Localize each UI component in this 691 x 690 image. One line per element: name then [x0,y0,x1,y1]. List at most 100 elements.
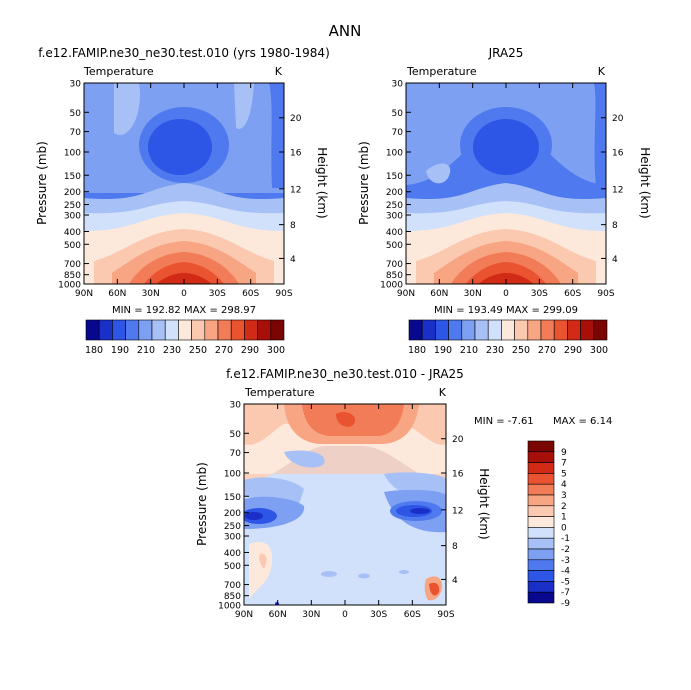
panel-diff-min: MIN = -7.61 [474,416,534,427]
latitude-tick-label: 90S [597,289,614,299]
latitude-tick-label: 60S [564,289,581,299]
height-tick-label: 16 [612,149,624,159]
colorbar-swatch [527,319,542,341]
panel-model-title: f.e12.FAMIP.ne30_ne30.test.010 (yrs 1980… [38,46,330,60]
pressure-tick-label: 300 [224,532,241,542]
panel-model-xaxis: 90N 60N 30N 0 30S 60S 90S [75,83,293,299]
colorbar-label: 250 [512,345,530,356]
colorbar-label: 190 [434,345,452,356]
colorbar-label: -5 [561,577,570,587]
pressure-tick-label: 100 [64,149,81,159]
colorbar-swatch [527,537,555,550]
latitude-tick-label: 90N [75,289,93,299]
pressure-tick-label: 700 [64,260,81,270]
height-tick-label: 16 [452,470,464,480]
pressure-tick-label: 250 [386,201,403,211]
colorbar-swatch [527,462,555,474]
latitude-tick-label: 30S [209,289,226,299]
pressure-tick-label: 850 [386,271,403,281]
panel-obs-y2label: Height (km) [638,147,652,218]
colorbar-label: -1 [561,534,570,544]
height-tick-label: 12 [452,506,463,516]
colorbar-swatch [270,319,285,341]
panel-diff-units: K [439,386,447,399]
colorbar-swatch [527,548,555,561]
colorbar-label: -9 [561,599,570,609]
colorbar-swatch [527,581,555,593]
colorbar-swatch [125,319,140,341]
panel-obs-xaxis: 90N 60N 30N 0 30S 60S 90S [397,83,615,299]
pressure-tick-label: 150 [386,172,403,182]
panel-diff: f.e12.FAMIP.ne30_ne30.test.010 - JRA25 T… [195,367,612,620]
panel-diff-max: MAX = 6.14 [553,416,612,427]
colorbar-swatch [98,319,113,341]
pressure-tick-label: 500 [386,241,403,251]
pressure-tick-label: 200 [386,188,403,198]
colorbar-label: 230 [163,345,181,356]
colorbar-swatch [527,494,555,507]
colorbar-label: 3 [561,491,567,501]
latitude-tick-label: 0 [503,289,509,299]
latitude-tick-label: 30S [370,610,387,620]
panel-model-colorbar: 180 190 210 230 250 270 290 300 [85,319,285,356]
colorbar-label: 190 [111,345,129,356]
panel-diff-y2label: Height (km) [477,468,491,539]
colorbar-swatch [151,319,166,341]
colorbar-label: 210 [137,345,155,356]
height-tick-label: 12 [612,185,623,195]
colorbar-swatch [527,559,555,571]
pressure-tick-label: 850 [64,271,81,281]
panel-obs-subtitle: Temperature [406,65,477,78]
colorbar-swatch [527,516,555,528]
pressure-tick-label: 400 [64,228,81,238]
colorbar-swatch [474,319,489,341]
colorbar-label: 300 [267,345,285,356]
panel-obs-y2axis: 20 16 12 8 4 [601,114,624,265]
panel-model-subtitle: Temperature [83,65,154,78]
pressure-tick-label: 500 [224,562,241,572]
colorbar-label: 290 [241,345,259,356]
height-tick-label: 20 [612,114,624,124]
colorbar-swatch [435,319,449,341]
colorbar-swatch [514,319,529,341]
panel-model-units: K [275,65,283,78]
latitude-tick-label: 30N [142,289,160,299]
panel-model-stats: MIN = 192.82 MAX = 298.97 [112,305,256,316]
latitude-tick-label: 30N [302,610,320,620]
pressure-tick-label: 1000 [380,281,403,291]
height-tick-label: 20 [452,435,464,445]
height-tick-label: 8 [452,542,458,552]
colorbar-label: 180 [408,345,426,356]
latitude-tick-label: 60S [404,610,421,620]
colorbar-swatch [217,319,232,341]
colorbar-swatch [527,440,555,453]
pressure-tick-label: 100 [224,470,241,480]
height-tick-label: 8 [290,221,296,231]
colorbar-swatch [138,319,153,341]
colorbar-swatch [421,319,436,341]
panel-diff-title: f.e12.FAMIP.ne30_ne30.test.010 - JRA25 [226,367,464,381]
colorbar-swatch [527,570,555,582]
latitude-tick-label: 60N [108,289,126,299]
colorbar-swatch [164,319,179,341]
panel-obs: JRA25 Temperature K 30 50 70 100 150 20 [357,46,652,356]
pressure-tick-label: 300 [64,211,81,221]
height-tick-label: 4 [290,255,296,265]
pressure-tick-label: 150 [64,172,81,182]
colorbar-swatch [540,319,555,341]
colorbar-swatch [580,319,595,341]
colorbar-swatch [85,319,100,341]
pressure-tick-label: 700 [386,260,403,270]
pressure-tick-label: 50 [392,109,404,119]
colorbar-swatch [448,319,463,341]
colorbar-label: 4 [561,480,567,490]
height-tick-label: 16 [290,149,302,159]
pressure-tick-label: 70 [70,128,82,138]
latitude-tick-label: 90S [437,610,454,620]
pressure-tick-label: 200 [224,509,241,519]
colorbar-label: 270 [538,345,556,356]
page-title: ANN [329,22,362,40]
